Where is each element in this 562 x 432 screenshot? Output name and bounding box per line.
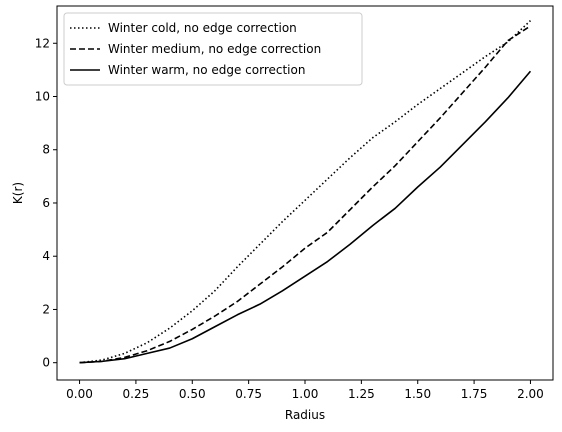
x-tick-label: 0.75 [235,387,262,401]
x-tick-label: 1.25 [348,387,375,401]
x-tick-label: 2.00 [517,387,544,401]
y-tick-label: 4 [42,249,50,263]
plot-frame [56,5,554,381]
legend: Winter cold, no edge correction Winter m… [63,12,363,86]
x-tick-label: 1.50 [404,387,431,401]
series-line-winter-cold [79,20,531,364]
legend-label-cold: Winter cold, no edge correction [108,21,297,35]
y-tick-label: 12 [35,36,50,50]
legend-box [63,12,363,86]
x-axis-label: Radius [285,408,325,422]
y-tick-label: 8 [42,143,50,157]
y-axis-ticks: 0 2 4 6 8 10 12 [35,36,57,370]
x-axis-ticks: 0.00 0.25 0.50 0.75 1.00 1.25 1.50 1.75 2.00 [66,380,544,401]
x-tick-label: 0.50 [179,387,206,401]
y-tick-label: 0 [42,356,50,370]
x-tick-label: 1.00 [292,387,319,401]
x-tick-label: 0.25 [123,387,150,401]
legend-label-medium: Winter medium, no edge correction [108,42,321,56]
series-line-winter-warm [79,70,532,364]
legend-label-warm: Winter warm, no edge correction [108,63,305,77]
y-tick-label: 2 [42,302,50,316]
series-line-winter-medium [79,25,531,364]
x-tick-label: 0.00 [66,387,93,401]
y-tick-label: 6 [42,196,50,210]
x-tick-label: 1.75 [461,387,488,401]
series-layer [79,20,532,364]
y-tick-label: 10 [35,90,50,104]
y-axis-label: K(r) [11,182,25,204]
